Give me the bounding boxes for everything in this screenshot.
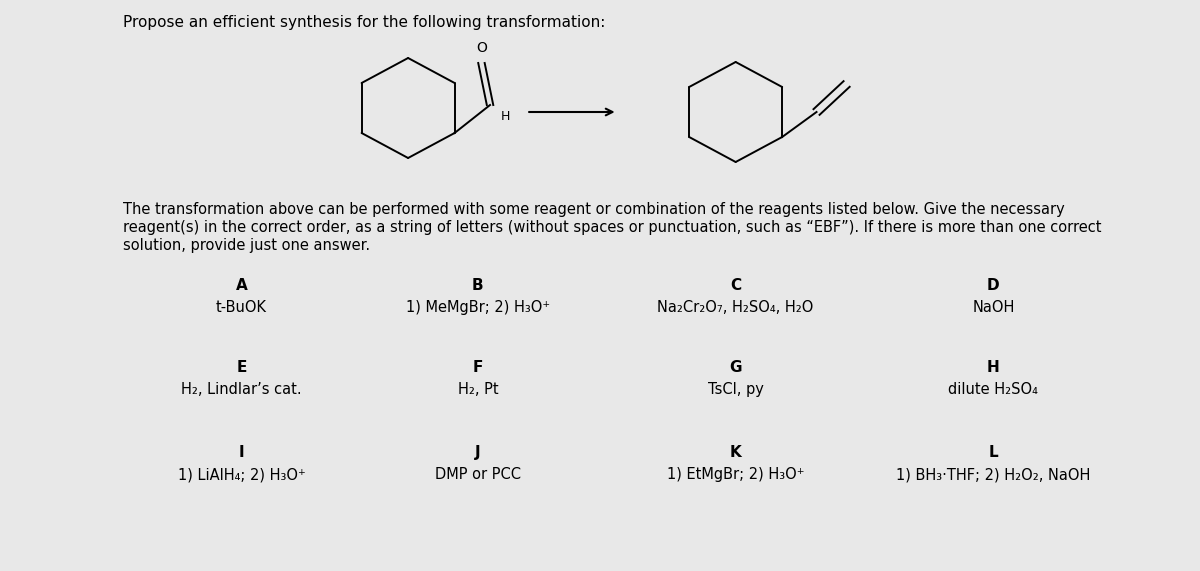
Text: E: E [236,360,247,375]
Text: dilute H₂SO₄: dilute H₂SO₄ [948,382,1038,397]
Text: reagent(s) in the correct order, as a string of letters (without spaces or punct: reagent(s) in the correct order, as a st… [124,220,1102,235]
Text: NaOH: NaOH [972,300,1015,315]
Text: L: L [989,445,998,460]
Text: t-BuOK: t-BuOK [216,300,268,315]
Text: 1) BH₃·THF; 2) H₂O₂, NaOH: 1) BH₃·THF; 2) H₂O₂, NaOH [896,467,1091,482]
Text: B: B [472,278,484,293]
Text: H: H [988,360,1000,375]
Text: C: C [730,278,742,293]
Text: G: G [730,360,742,375]
Text: 1) EtMgBr; 2) H₃O⁺: 1) EtMgBr; 2) H₃O⁺ [667,467,804,482]
Text: H₂, Pt: H₂, Pt [457,382,498,397]
Text: 1) LiAlH₄; 2) H₃O⁺: 1) LiAlH₄; 2) H₃O⁺ [178,467,306,482]
Text: TsCl, py: TsCl, py [708,382,763,397]
Text: Na₂Cr₂O₇, H₂SO₄, H₂O: Na₂Cr₂O₇, H₂SO₄, H₂O [658,300,814,315]
Text: solution, provide just one answer.: solution, provide just one answer. [124,238,371,253]
Text: A: A [235,278,247,293]
Text: I: I [239,445,245,460]
Text: H₂, Lindlar’s cat.: H₂, Lindlar’s cat. [181,382,302,397]
Text: F: F [473,360,484,375]
Text: D: D [988,278,1000,293]
Text: Propose an efficient synthesis for the following transformation:: Propose an efficient synthesis for the f… [124,15,606,30]
Text: The transformation above can be performed with some reagent or combination of th: The transformation above can be performe… [124,202,1066,217]
Text: DMP or PCC: DMP or PCC [434,467,521,482]
Text: O: O [476,41,487,55]
Text: H: H [500,110,510,123]
Text: K: K [730,445,742,460]
Text: 1) MeMgBr; 2) H₃O⁺: 1) MeMgBr; 2) H₃O⁺ [406,300,550,315]
Text: J: J [475,445,481,460]
